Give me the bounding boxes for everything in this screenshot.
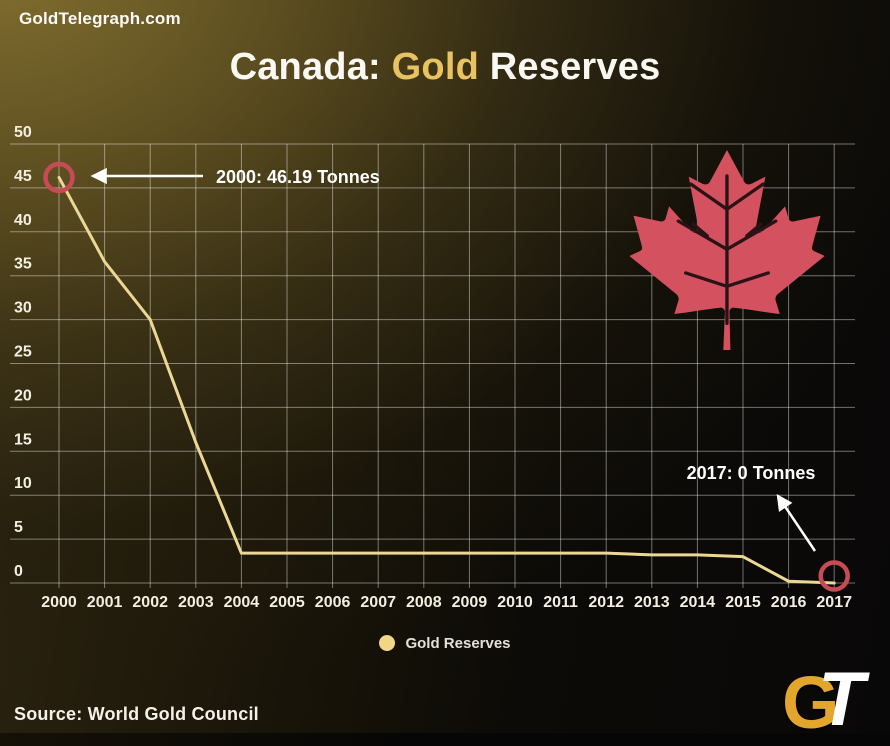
legend-dot-icon: [379, 635, 396, 651]
x-tick-label: 2016: [771, 594, 807, 611]
x-tick-label: 2015: [725, 594, 761, 611]
y-tick-label: 40: [14, 212, 32, 229]
grid-layer: [10, 143, 855, 588]
x-tick-label: 2012: [588, 594, 624, 611]
gold-reserves-line: [57, 175, 836, 585]
data-point-circle-2017: [818, 560, 850, 592]
gt-logo: G T: [782, 657, 886, 744]
x-tick-label: 2017: [816, 594, 852, 611]
title-segment-canada: Canada:: [229, 46, 392, 88]
x-tick-label: 2007: [360, 594, 396, 611]
legend: Gold Reserves: [0, 632, 890, 654]
y-tick-label: 15: [14, 431, 32, 448]
x-tick-label: 2008: [406, 594, 442, 611]
annotation-label-2017: 2017: 0 Tonnes: [687, 463, 816, 483]
title-segment-gold: Gold: [391, 46, 480, 88]
x-tick-label: 2004: [224, 594, 260, 611]
annotation-label-2000: 2000: 46.19 Tonnes: [216, 167, 380, 187]
title-segment-reserves: Reserves: [479, 46, 661, 88]
axis-layer: 0 5 10 15 20 25 30 35 40 45 50 2000 2001 2002 2003 2004…: [14, 124, 852, 611]
y-tick-label: 35: [14, 256, 32, 273]
x-tick-label: 2000: [41, 594, 77, 611]
bottom-bar: [0, 733, 890, 746]
y-tick-label: 10: [14, 475, 32, 492]
chart-title: Canada: Gold Reserves: [0, 46, 890, 89]
x-tick-label: 2002: [132, 594, 168, 611]
annotation-layer: 2000: 46.19 Tonnes 2017: 0 Tonnes: [43, 161, 850, 592]
annotation-arrow-2017: [776, 493, 817, 552]
y-tick-label: 45: [14, 168, 32, 185]
x-tick-label: 2001: [87, 594, 123, 611]
x-tick-label: 2003: [178, 594, 214, 611]
x-tick-label: 2014: [680, 594, 716, 611]
site-name: GoldTelegraph.com: [19, 9, 181, 28]
gt-logo-letter-t: T: [818, 657, 865, 742]
y-tick-label: 50: [14, 124, 32, 141]
y-tick-label: 25: [14, 344, 32, 361]
maple-leaf-veins: [676, 174, 778, 325]
x-tick-label: 2009: [452, 594, 488, 611]
x-tick-label: 2013: [634, 594, 670, 611]
x-tick-label: 2011: [543, 594, 578, 611]
y-tick-label: 5: [14, 519, 23, 536]
legend-label: Gold Reserves: [405, 634, 511, 652]
data-point-circle-2000: [43, 161, 75, 194]
maple-leaf-icon: [629, 150, 825, 350]
x-tick-label: 2006: [315, 594, 351, 611]
source-credit: Source: World Gold Council: [14, 704, 259, 724]
gt-logo-letter-g: G: [782, 661, 840, 744]
y-tick-label: 0: [14, 563, 23, 580]
x-tick-label: 2010: [497, 594, 533, 611]
series-layer: [57, 175, 836, 585]
y-tick-label: 30: [14, 300, 32, 317]
x-tick-label: 2005: [269, 594, 305, 611]
y-tick-label: 20: [14, 387, 32, 404]
